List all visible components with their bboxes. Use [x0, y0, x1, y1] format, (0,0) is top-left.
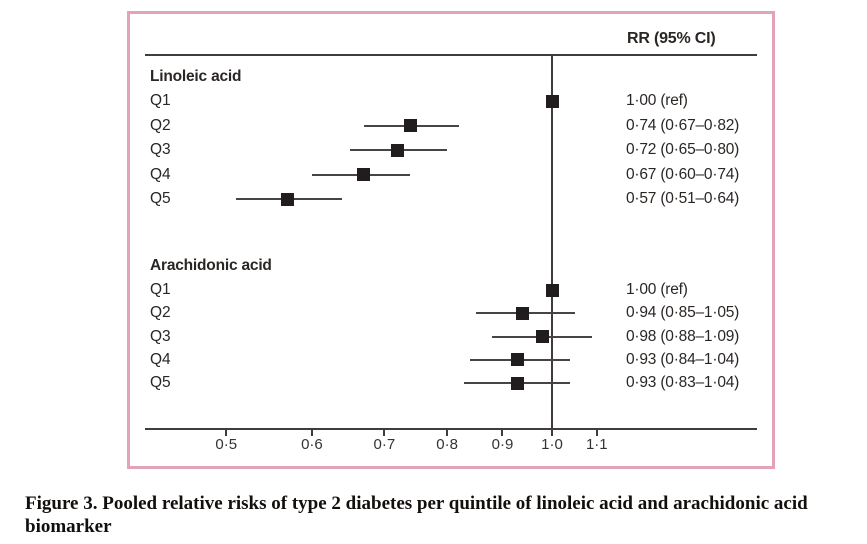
axis-tick: [225, 430, 228, 436]
row-label: Q4: [150, 165, 171, 183]
ci-value: 0·93 (0·84–1·04): [626, 350, 740, 368]
ci-value: 0·57 (0·51–0·64): [626, 190, 740, 207]
ci-value: 1·00 (ref): [626, 92, 688, 109]
rr-marker: [403, 119, 417, 132]
column-header: RR (95% CI): [627, 30, 716, 47]
ci-value: 0·98 (0·88–1·09): [626, 327, 740, 345]
rr-marker: [511, 353, 525, 367]
rr-marker: [545, 94, 559, 108]
rr-marker: [516, 306, 530, 320]
row-label: Q5: [150, 374, 171, 392]
row-label: Q4: [150, 350, 171, 368]
rr-marker: [357, 168, 371, 181]
rr-marker: [536, 330, 549, 344]
axis-tick-label: 1·0: [541, 436, 563, 453]
row-label: Q2: [150, 304, 171, 322]
ci-value: 0·67 (0·60–0·74): [626, 165, 740, 183]
row-label: Q1: [150, 281, 171, 298]
axis-tick: [310, 430, 313, 436]
row-label: Q1: [150, 92, 171, 109]
axis-tick-label: 0·8: [436, 436, 458, 453]
rr-marker: [545, 283, 559, 297]
axis-tick-label: 0·5: [215, 436, 238, 453]
rr-marker: [281, 192, 295, 206]
axis-tick: [383, 430, 386, 436]
reference-line: [551, 56, 553, 428]
axis-tick: [595, 430, 598, 436]
ci-value: 1·00 (ref): [626, 281, 688, 298]
row-label: Q3: [150, 141, 171, 158]
ci-value: 0·74 (0·67–0·82): [626, 116, 740, 134]
group-title: Arachidonic acid: [150, 257, 272, 274]
axis-tick-label: 0·7: [373, 436, 396, 453]
ci-value: 0·93 (0·83–1·04): [626, 374, 740, 392]
row-label: Q5: [150, 190, 171, 207]
ci-value: 0·94 (0·85–1·05): [626, 304, 740, 322]
figure-box: [127, 11, 775, 469]
row-label: Q2: [150, 116, 171, 134]
axis-tick: [501, 430, 504, 436]
rr-marker: [511, 376, 525, 390]
rr-marker: [391, 143, 405, 157]
axis-tick-label: 1·1: [585, 436, 608, 453]
axis-tick: [551, 430, 553, 436]
axis-tick-label: 0·6: [301, 436, 323, 453]
row-label: Q3: [150, 327, 171, 345]
header-separator: [145, 54, 757, 56]
figure-caption: Figure 3. Pooled relative risks of type …: [25, 493, 808, 537]
axis-tick: [446, 430, 449, 436]
axis-line: [145, 428, 757, 430]
ci-value: 0·72 (0·65–0·80): [626, 141, 740, 158]
axis-tick-label: 0·9: [491, 436, 514, 453]
group-title: Linoleic acid: [150, 68, 242, 85]
